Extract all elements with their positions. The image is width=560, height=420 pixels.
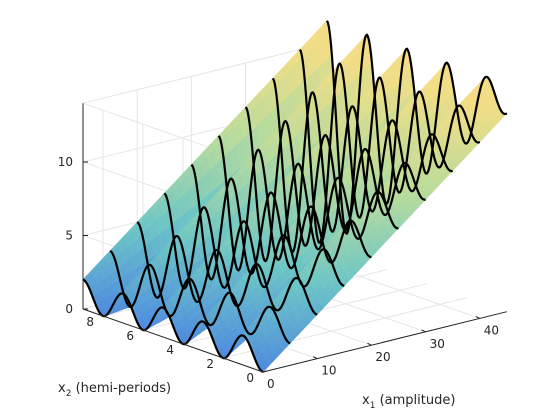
x1-tick-mark bbox=[475, 315, 481, 319]
z-tick-label: 10 bbox=[58, 155, 73, 169]
x1-tick-mark bbox=[258, 369, 264, 373]
curve-x1-25 bbox=[217, 135, 399, 272]
x1-tick-mark bbox=[367, 342, 372, 346]
x1-tick-label: 20 bbox=[375, 350, 390, 364]
curve-x1-15 bbox=[163, 192, 345, 290]
grid-line bbox=[82, 42, 328, 104]
x1-tick-label: 40 bbox=[484, 323, 499, 337]
x2-axis-title: x2 (hemi-periods) bbox=[58, 381, 171, 399]
curve-x1-10 bbox=[136, 221, 318, 316]
z-tick-label: 0 bbox=[65, 302, 73, 316]
curve-x1-40 bbox=[298, 49, 481, 245]
x1-tick-mark bbox=[312, 356, 318, 360]
surface-curves bbox=[82, 20, 508, 373]
x1-tick-label: 0 bbox=[267, 377, 275, 391]
x2-tick-mark bbox=[142, 328, 148, 331]
x2-axis-line bbox=[82, 308, 264, 373]
x2-tick-mark bbox=[182, 342, 188, 345]
x2-tick-label: 4 bbox=[166, 343, 174, 357]
x2-tick-label: 0 bbox=[246, 371, 254, 385]
x2-tick-mark bbox=[222, 356, 228, 359]
x1-axis-line bbox=[262, 311, 508, 373]
x2-tick-label: 6 bbox=[126, 329, 134, 343]
curve-x1-0 bbox=[82, 278, 264, 373]
z-tick-label: 5 bbox=[65, 229, 73, 243]
x1-tick-label: 30 bbox=[430, 337, 445, 351]
x1-tick-mark bbox=[421, 329, 426, 333]
x1-axis-title: x1 (amplitude) bbox=[362, 393, 455, 411]
x2-tick-label: 8 bbox=[86, 315, 94, 329]
x2-tick-label: 2 bbox=[206, 357, 214, 371]
curve-x1-45 bbox=[325, 20, 508, 236]
x2-tick-mark bbox=[102, 314, 108, 317]
x1-tick-label: 10 bbox=[321, 364, 336, 378]
curve-x1-20 bbox=[190, 163, 372, 281]
curve-x1-5 bbox=[109, 249, 291, 345]
